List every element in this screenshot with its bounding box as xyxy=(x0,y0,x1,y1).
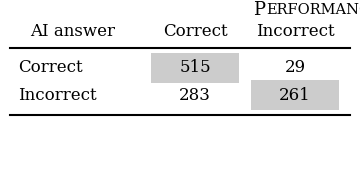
Text: Incorrect: Incorrect xyxy=(18,86,96,104)
Text: Incorrect: Incorrect xyxy=(256,23,334,41)
Bar xyxy=(151,53,239,83)
Text: 261: 261 xyxy=(279,86,311,104)
Text: Correct: Correct xyxy=(163,23,227,41)
Text: 283: 283 xyxy=(179,86,211,104)
Text: Correct: Correct xyxy=(18,60,83,77)
Text: 515: 515 xyxy=(179,60,211,77)
Text: 29: 29 xyxy=(284,60,306,77)
Bar xyxy=(251,80,339,110)
Text: P: P xyxy=(253,1,265,19)
Text: AI answer: AI answer xyxy=(31,23,116,41)
Text: ERFORMANCE: ERFORMANCE xyxy=(266,3,360,17)
